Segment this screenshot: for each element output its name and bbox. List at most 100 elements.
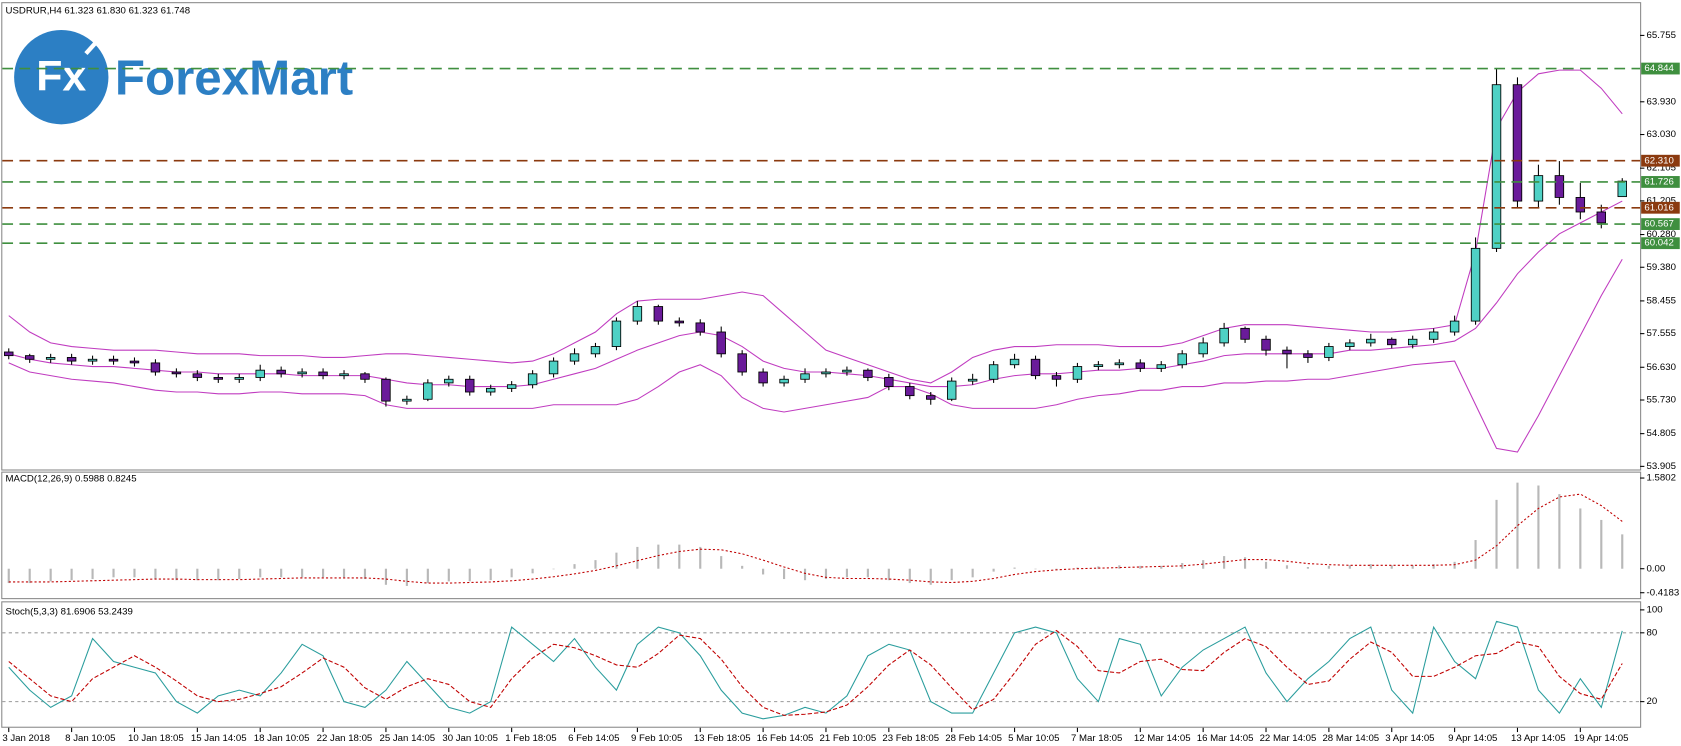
y-tick-label: 80 [1647,627,1658,638]
candle-body [926,395,936,400]
candle-body [1198,342,1208,355]
candle-body [171,371,182,375]
level-label-bg [1641,237,1680,250]
macd-bar [363,568,367,580]
candle-body [590,346,601,355]
x-tick-label: 1 Feb 18:05 [505,733,556,744]
stoch-panel-frame [1,601,1642,728]
macd-bar [1516,482,1519,569]
x-tick-label: 13 Apr 14:05 [1511,733,1566,744]
x-tick-label: 12 Mar 14:05 [1134,733,1191,744]
macd-bar [741,565,744,569]
candle-body [1345,342,1355,347]
candle-body [87,358,98,362]
x-tick-label: 9 Feb 10:05 [631,733,682,744]
macd-bar [1369,564,1372,569]
macd-bar [426,568,429,584]
macd-bar [1327,565,1330,569]
macd-bar [70,568,73,581]
x-tick-label: 23 Feb 18:05 [882,733,939,744]
macd-bar [803,568,807,581]
watermark: Fx ForexMart [14,27,353,125]
candle-body [674,320,685,324]
macd-bar [133,568,136,578]
candle-body [1219,327,1229,344]
x-tick-label: 28 Feb 14:05 [945,733,1002,744]
macd-bar [992,568,995,572]
logo-circle [14,30,109,125]
candle-body [1596,211,1607,224]
y-tick-label: 20 [1647,696,1658,707]
macd-bar [762,568,765,575]
macd-title: MACD(12,26,9) 0.5988 0.8245 [6,474,137,485]
level-label-bg [1641,218,1680,230]
macd-bar [1243,557,1247,569]
candle-body [24,355,35,360]
bollinger-band [8,69,1623,384]
x-tick-label: 9 Apr 14:05 [1448,733,1497,744]
macd-bar [1034,568,1037,570]
candle-body [339,373,349,377]
y-tick-label: -0.4183 [1647,587,1680,598]
candle-body [1387,338,1397,346]
macd-bar [1118,565,1121,569]
candle-body [1575,197,1586,213]
candle-body [1428,331,1439,340]
candle-body [360,373,370,380]
macd-bar [91,568,94,580]
candle-body [1030,358,1041,377]
macd-bar [28,568,31,584]
y-tick-label: 100 [1647,604,1663,615]
y-tick-label: 61.205 [1647,195,1676,206]
macd-bar [720,556,723,569]
candle-body [569,353,580,362]
candle-body [444,378,454,384]
candle-body [276,369,286,375]
macd-bar [657,544,660,569]
x-tick-label: 16 Feb 14:05 [757,733,814,744]
logo-mark: Fx [36,53,86,101]
candle-body [1156,364,1166,369]
macd-bar [280,568,283,578]
level-label: 60.567 [1644,219,1673,230]
macd-bar [971,568,974,578]
candle-body [1449,320,1460,333]
macd-bar [1600,519,1603,569]
macd-bar [154,568,157,580]
candle-body [842,369,852,373]
y-tick-label: 1.5802 [1647,473,1676,484]
y-tick-label: 55.730 [1647,395,1676,406]
level-label: 61.016 [1644,202,1673,213]
candle-body [318,371,328,377]
candle-body [485,387,496,393]
macd-bar [112,568,115,578]
macd-bar [384,568,388,585]
candle-body [1303,353,1313,358]
y-tick-label: 53.905 [1647,461,1676,472]
x-tick-label: 5 Mar 10:05 [1008,733,1059,744]
candle-body [1261,338,1271,351]
x-tick-label: 22 Jan 18:05 [317,733,373,744]
macd-bar [342,568,346,578]
macd-bar [1055,568,1058,570]
macd-bar [1160,565,1163,569]
macd-bar [1411,565,1414,569]
candle-body [1324,346,1334,358]
candle-body [905,386,915,397]
candle-body [1533,175,1544,202]
candle-body [1072,366,1083,380]
macd-bar [594,560,597,569]
candle-body [632,306,643,322]
candle-body [716,331,726,355]
macd-bar [7,568,10,584]
candle-body [548,360,559,375]
macd-bar [321,568,325,578]
candle-body [1177,353,1187,366]
candle-body [988,364,999,380]
x-tick-label: 7 Mar 18:05 [1071,733,1122,744]
y-tick-label: 54.805 [1647,428,1676,439]
logo-brand: ForexMart [115,50,353,105]
x-tick-label: 13 Feb 18:05 [694,733,751,744]
macd-bar [1181,562,1184,569]
